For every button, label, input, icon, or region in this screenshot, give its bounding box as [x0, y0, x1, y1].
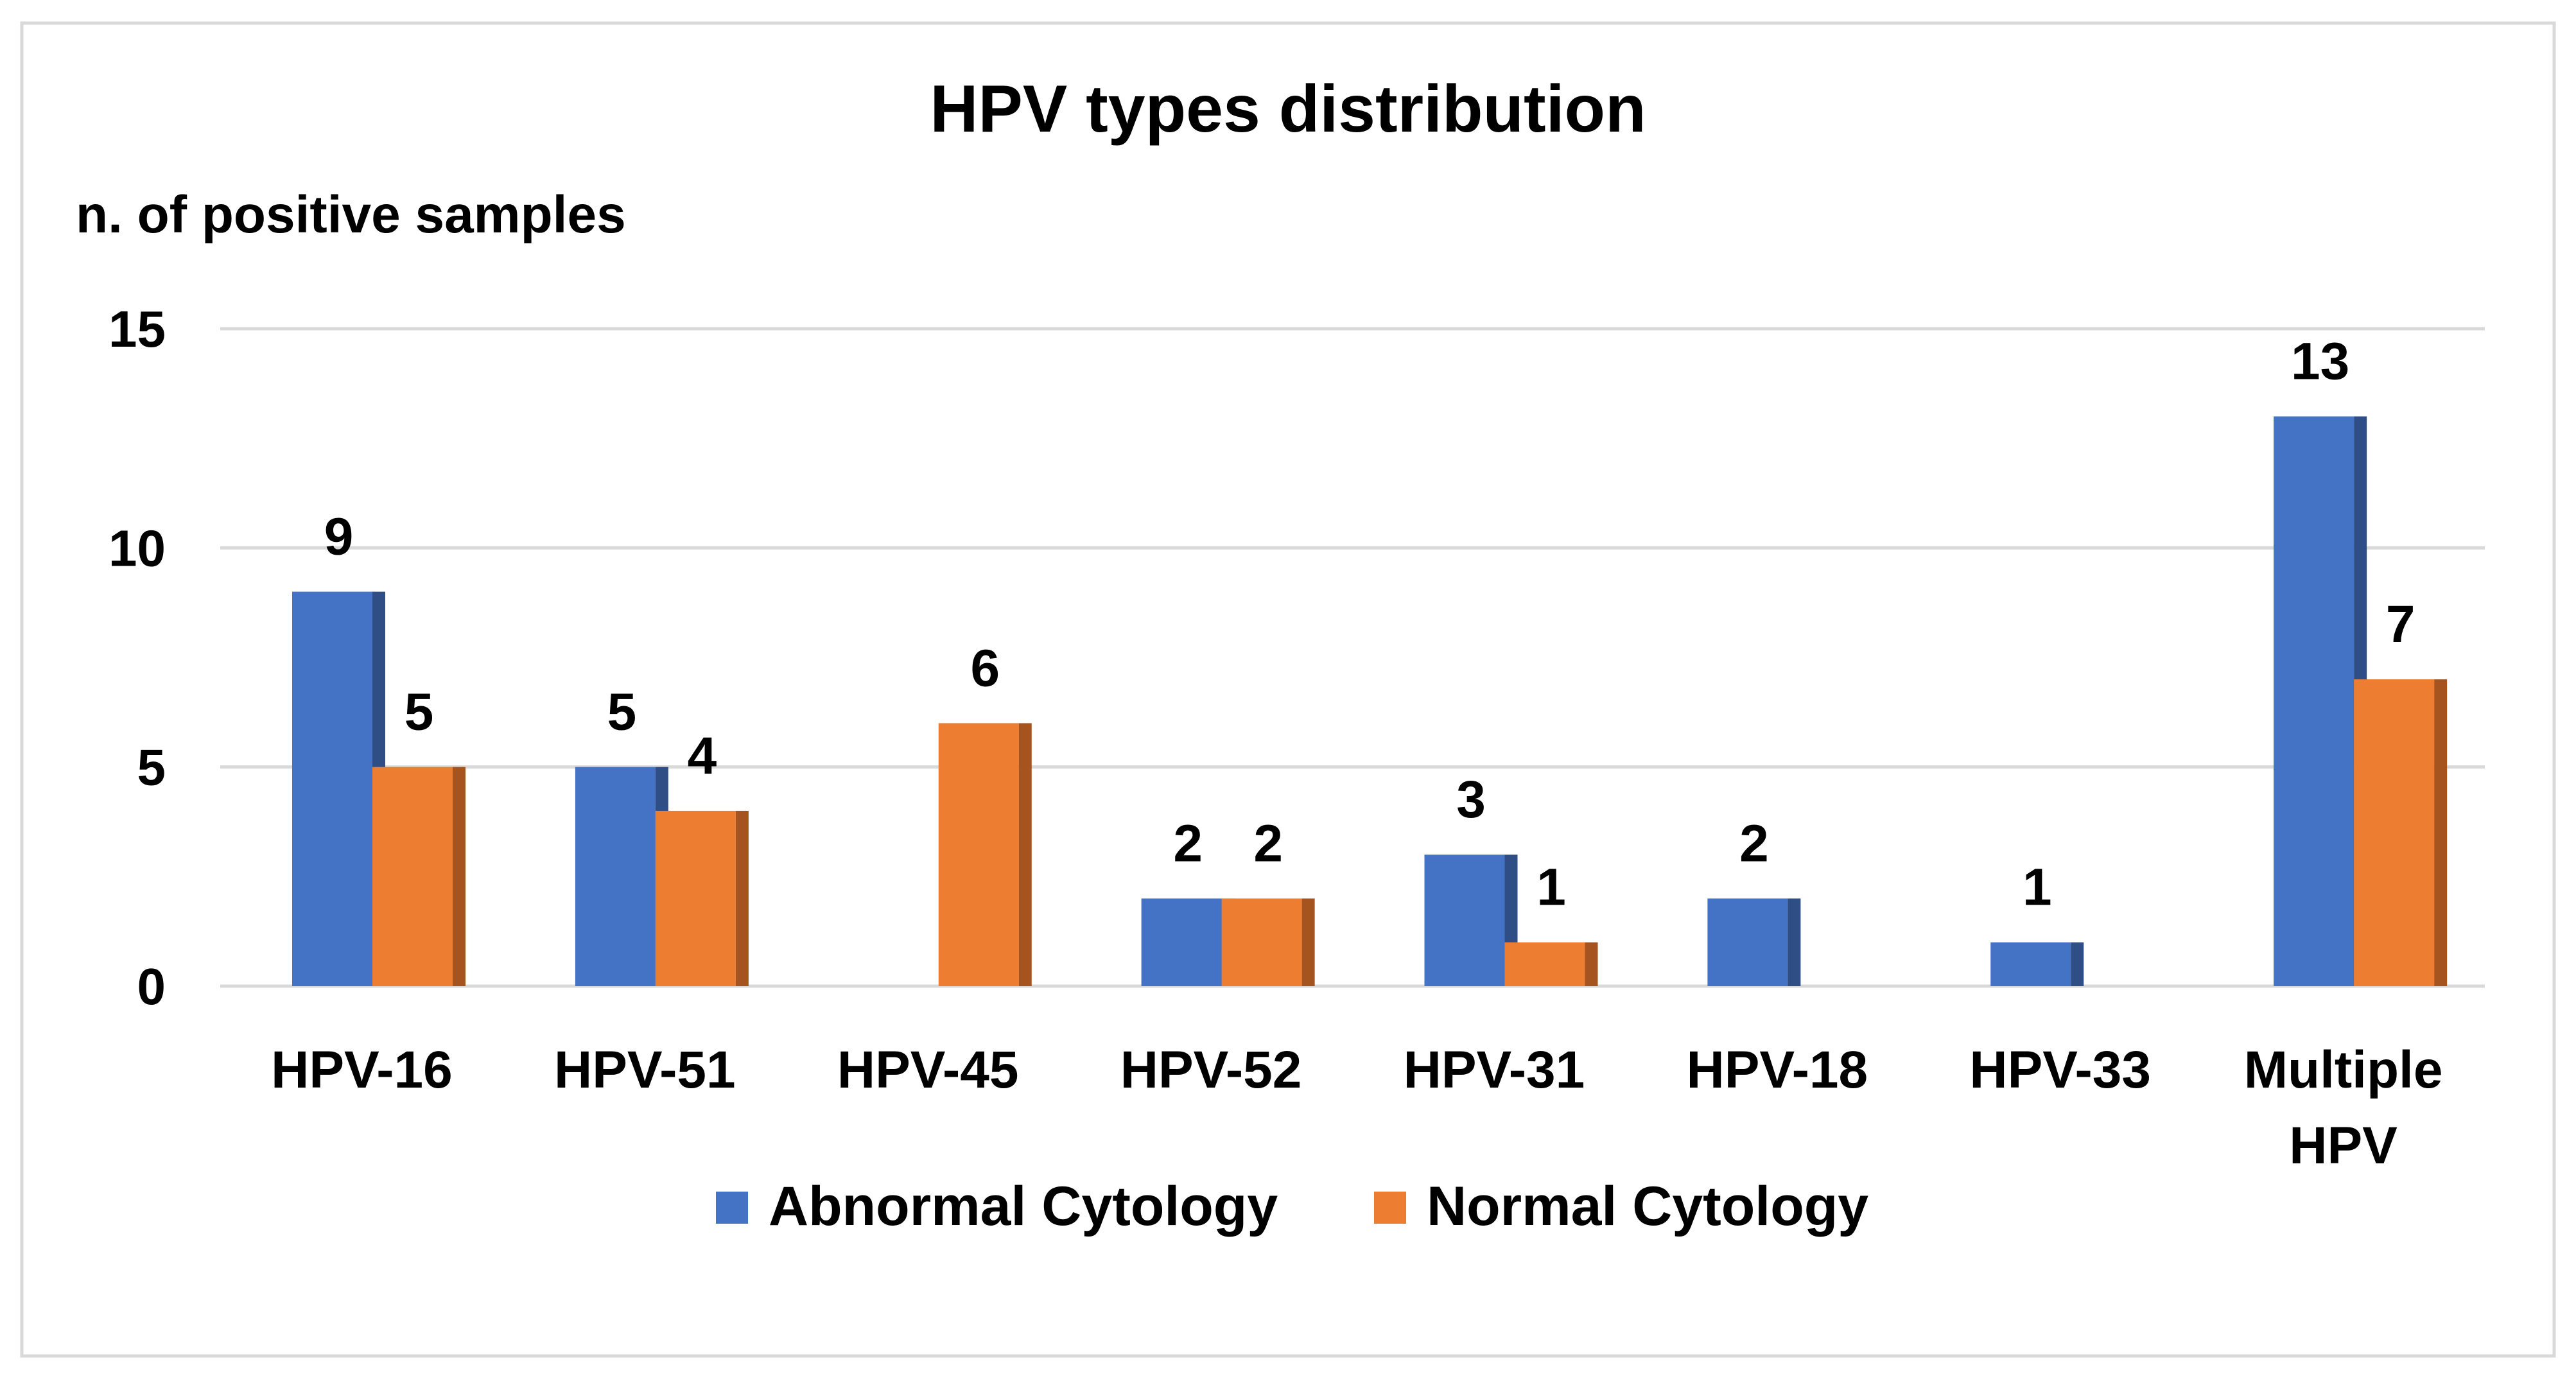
- bar-normal: [1504, 942, 1585, 986]
- legend-label: Abnormal Cytology: [769, 1176, 1278, 1237]
- data-label: 7: [2386, 595, 2415, 654]
- x-tick-label: HPV-16: [271, 1041, 453, 1099]
- bar-side-normal: [453, 767, 466, 986]
- bar-abnormal: [1707, 898, 1788, 986]
- data-label: 6: [970, 639, 1000, 697]
- bar-side-normal: [1585, 942, 1598, 986]
- y-tick-label: 15: [109, 300, 166, 358]
- legend-label: Normal Cytology: [1427, 1176, 1868, 1237]
- bars-layer: [292, 416, 2448, 986]
- bar-abnormal: [1424, 855, 1505, 986]
- data-label: 1: [2023, 858, 2052, 917]
- chart-title: HPV types distribution: [930, 72, 1646, 146]
- data-label: 2: [1253, 814, 1283, 873]
- bar-side-normal: [735, 810, 749, 986]
- bar-abnormal: [1141, 898, 1222, 986]
- x-tick-label: HPV-18: [1687, 1041, 1868, 1099]
- legend-swatch: [716, 1192, 748, 1224]
- x-tick-label: HPV-33: [1969, 1041, 2151, 1099]
- data-label: 1: [1536, 858, 1566, 917]
- data-label: 4: [688, 727, 717, 785]
- bar-side-abnormal: [2071, 942, 2084, 986]
- y-tick-label: 10: [109, 519, 166, 577]
- data-label: 2: [1739, 814, 1769, 873]
- x-tick-label: HPV-31: [1404, 1041, 1585, 1099]
- chart-border: [20, 21, 2556, 1358]
- data-label: 9: [324, 508, 354, 566]
- y-axis-label: n. of positive samples: [76, 186, 626, 244]
- bar-side-normal: [1018, 723, 1032, 986]
- legend: Abnormal Cytology Normal Cytology: [716, 1176, 1868, 1237]
- x-tick-label: HPV: [2289, 1116, 2398, 1175]
- y-tick-label: 5: [137, 739, 166, 796]
- bar-abnormal: [292, 591, 372, 986]
- bar-normal: [1221, 898, 1302, 986]
- data-label: 5: [607, 683, 637, 742]
- x-tick-label: HPV-45: [837, 1041, 1019, 1099]
- bar-side-abnormal: [1788, 898, 1801, 986]
- bar-abnormal: [575, 767, 656, 986]
- bar-normal: [372, 767, 453, 986]
- bar-side-normal: [2434, 679, 2448, 986]
- bar-abnormal: [1990, 942, 2071, 986]
- bar-abnormal: [2274, 416, 2354, 986]
- bar-normal: [655, 810, 736, 986]
- x-tick-label: HPV-51: [554, 1041, 736, 1099]
- bar-normal: [938, 723, 1019, 986]
- data-label: 3: [1456, 770, 1486, 829]
- data-label: 13: [2291, 333, 2349, 391]
- bar-normal: [2354, 679, 2435, 986]
- x-tick-label: Multiple: [2244, 1041, 2443, 1099]
- data-label: 5: [405, 683, 434, 742]
- legend-swatch: [1374, 1192, 1406, 1224]
- y-tick-label: 0: [137, 958, 166, 1015]
- x-tick-label: HPV-52: [1120, 1041, 1302, 1099]
- data-label: 2: [1173, 814, 1203, 873]
- bar-side-normal: [1301, 898, 1315, 986]
